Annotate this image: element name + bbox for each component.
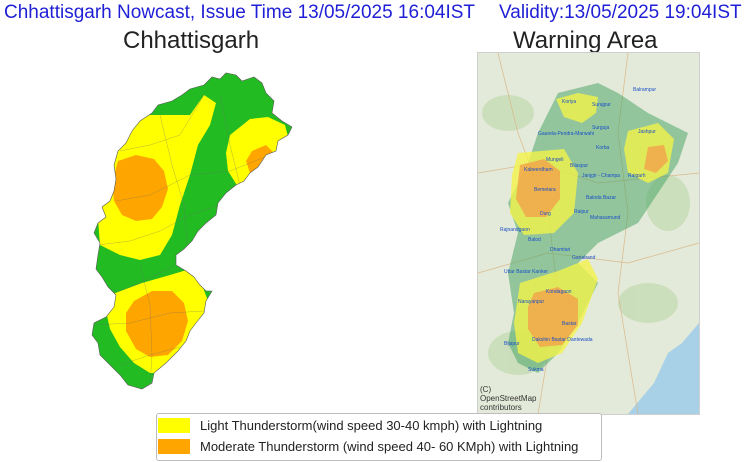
state-fill-group [92,73,292,389]
district-label: Durg [540,211,551,217]
district-label: Surguja [592,125,609,131]
warning-moderate-south [528,287,578,347]
district-label: Dhamtari [550,247,570,253]
sea-area [628,323,699,414]
district-boundaries [93,94,271,386]
district-label: Mungeli [546,157,564,163]
district-label: Sukma [528,367,544,373]
moderate-thunderstorm-west [112,155,168,221]
district-label: Gariaband [572,255,596,261]
district-label: Bijapur [504,341,520,347]
legend-label-light-thunderstorm: Light Thunderstorm(wind speed 30-40 kmph… [200,418,543,433]
district-label: Surajpur [592,102,611,108]
nowcast-header: Chhattisgarh Nowcast, Issue Time 13/05/2… [0,0,756,26]
district-label: Bastar [562,321,577,327]
district-label: Balrampur [633,87,656,93]
warning-area-title: Warning Area [513,27,658,54]
moderate-thunderstorm-northeast [246,145,276,177]
district-label: Mahasamund [590,215,621,221]
district-label: Baloda Bazar [586,195,616,201]
validity-text: Validity:13/05/2025 19:04IST [499,2,742,23]
legend-swatch-yellow [158,418,190,433]
district-label: Janjgir - Champa [582,173,620,179]
district-label: Raigarh [628,173,646,179]
moderate-thunderstorm-south [126,291,188,357]
district-label: Jashpur [638,129,656,135]
district-label: Balod [528,237,541,243]
warning-moderate-northeast [644,145,668,173]
chhattisgarh-warning-map [80,55,300,400]
district-label: Bemetara [534,187,556,193]
warning-moderate-west [516,159,560,217]
district-label: Korba [596,145,610,151]
district-label: Koriya [562,99,576,105]
map-legend: Light Thunderstorm(wind speed 30-40 kmph… [156,413,602,461]
district-label: Uttar Bastar Kanker [504,269,548,275]
legend-item-moderate-thunderstorm: Moderate Thunderstorm (wind speed 40- 60… [158,438,598,457]
district-label: Dakshin Bastar Dantewada [532,337,593,343]
legend-label-moderate-thunderstorm: Moderate Thunderstorm (wind speed 40- 60… [200,439,579,454]
district-label: Gaurela-Pendra-Marwahi [538,131,594,137]
district-label: Bilaspur [570,163,588,169]
district-label: Kabeerdham [524,167,553,173]
legend-item-light-thunderstorm: Light Thunderstorm(wind speed 30-40 kmph… [158,417,598,436]
state-map-title: Chhattisgarh [123,27,260,54]
legend-swatch-orange [158,439,190,454]
state-outline [91,72,293,390]
district-label: Raipur [574,209,589,215]
district-label: Narayanpur [518,299,544,305]
warning-area-map[interactable]: Balrampur Koriya Surajpur Surguja Jashpur Gau… [477,52,700,415]
warning-light-north [556,93,598,123]
district-label: Kondagaon [546,289,572,295]
district-label: Rajnandgaon [500,227,530,233]
issue-time-text: Chhattisgarh Nowcast, Issue Time 13/05/2… [4,2,476,23]
osm-attribution: (C) OpenStreetMap contributors [480,385,537,412]
district-labels: Balrampur Koriya Surajpur Surguja Jashpur Gau… [500,87,656,373]
